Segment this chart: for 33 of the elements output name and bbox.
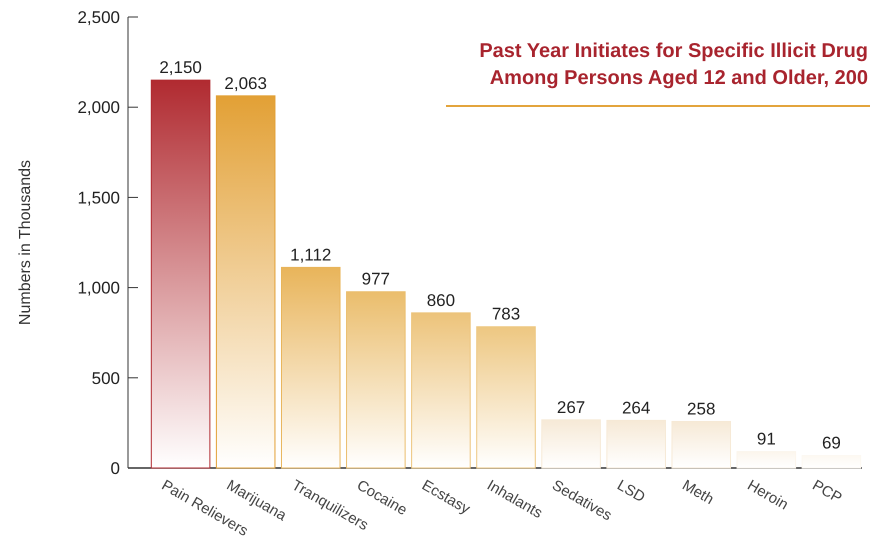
data-label: 860 (426, 290, 456, 310)
data-label: 264 (622, 398, 650, 418)
bar (476, 326, 536, 468)
data-label: 69 (822, 434, 841, 453)
x-tick-label: LSD (614, 476, 648, 506)
data-label: 258 (687, 399, 716, 418)
bar (541, 419, 601, 468)
data-label: 91 (756, 430, 776, 449)
bar (150, 80, 210, 468)
bar (216, 95, 276, 468)
data-label: 783 (492, 304, 520, 324)
data-label: 2,150 (159, 58, 202, 78)
data-label: 977 (362, 270, 390, 289)
bar (671, 420, 732, 468)
bar (411, 312, 471, 468)
y-tick-label: 1,000 (77, 278, 120, 298)
y-tick-label: 500 (92, 368, 120, 388)
data-label: 2,063 (224, 74, 267, 93)
y-tick-label: 0 (110, 459, 120, 478)
bar (606, 420, 666, 468)
y-tick-label: 2,500 (77, 8, 120, 27)
bar (802, 455, 862, 468)
text: Past Year Initiates for Specific Illicit Drug Among Persons Aged 12 and Older, 200 (479, 40, 868, 89)
x-tick-label: Meth (679, 476, 717, 508)
y-tick-label: 2,000 (77, 98, 120, 118)
bar (736, 451, 796, 468)
data-label: 267 (556, 398, 586, 417)
data-label: 1,112 (290, 245, 332, 264)
bar (346, 291, 406, 468)
y-axis-title: Numbers in Thousands (17, 160, 34, 326)
x-tick-label: PCP (809, 476, 845, 507)
y-tick-label: 1,500 (77, 188, 120, 208)
bar (280, 266, 341, 468)
